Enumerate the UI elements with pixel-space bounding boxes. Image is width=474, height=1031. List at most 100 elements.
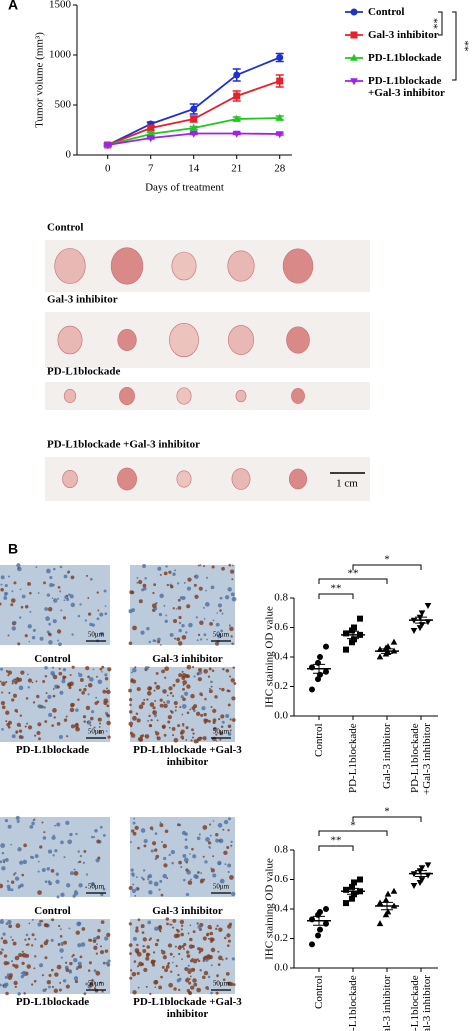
stain (3, 960, 8, 966)
stain (69, 832, 73, 837)
stain (140, 828, 146, 833)
y-axis-label: IHC staining OD value (264, 858, 276, 960)
sem-bar (415, 870, 427, 878)
marker (390, 887, 398, 894)
stain (176, 978, 181, 983)
stain (44, 956, 48, 960)
stain (204, 602, 210, 607)
stain (7, 575, 11, 578)
marker (233, 71, 241, 79)
micrograph (130, 565, 235, 645)
significance-bracket (318, 845, 354, 851)
stain (218, 839, 221, 842)
stain (99, 950, 105, 955)
stain (232, 983, 236, 987)
stain (31, 933, 35, 937)
stain (154, 681, 157, 685)
stain (33, 967, 36, 970)
stain (6, 722, 11, 727)
stain (142, 944, 145, 948)
stain (152, 591, 155, 595)
legend-label: PD-L1blockade +Gal-3 inhibitor (368, 75, 445, 99)
stain (187, 932, 190, 935)
stain (190, 739, 193, 742)
stain (40, 944, 44, 948)
stain (27, 673, 29, 676)
stain (172, 926, 175, 929)
stain (148, 938, 151, 941)
stain (133, 960, 137, 963)
stain (150, 959, 156, 964)
stain (134, 948, 140, 953)
stain (24, 634, 28, 638)
tumor (282, 248, 314, 284)
stain (82, 861, 86, 864)
photo-label: Control (47, 222, 83, 234)
stain (223, 819, 229, 825)
stain (96, 839, 101, 844)
stain (95, 675, 98, 678)
stain (193, 675, 196, 678)
stain (94, 829, 98, 833)
stain (50, 869, 55, 873)
stain (167, 962, 170, 966)
stain (180, 928, 183, 931)
stain (198, 947, 204, 953)
stain (99, 981, 102, 984)
stain (58, 735, 63, 739)
x-tick-label: 0 (105, 163, 111, 175)
stain (16, 563, 21, 568)
marker (276, 77, 284, 85)
stain (74, 979, 79, 984)
stain (222, 828, 225, 831)
stain (96, 935, 101, 940)
stain (7, 887, 11, 892)
stain (71, 955, 74, 958)
stain (146, 691, 152, 696)
stain (176, 637, 181, 642)
stain (85, 873, 89, 876)
stain (217, 823, 223, 828)
scale-label: 50μm (213, 728, 230, 736)
stain (95, 696, 98, 699)
marker (349, 883, 355, 890)
stain (208, 845, 211, 849)
stain (22, 859, 28, 865)
micrograph-label: PD-L1blockade +Gal-3 inhibitor (133, 996, 242, 1020)
stain (160, 893, 164, 897)
stain (149, 702, 155, 707)
stain (136, 718, 141, 723)
stain (81, 691, 85, 695)
stain (224, 863, 227, 866)
stain (216, 924, 219, 928)
stain (79, 955, 83, 959)
marker (232, 130, 241, 138)
stain (210, 706, 213, 709)
significance-label: ** (348, 568, 359, 580)
stain (2, 939, 8, 945)
tumor (57, 325, 83, 355)
stain (86, 720, 92, 725)
stain (164, 676, 167, 679)
stain (46, 867, 50, 871)
stain (229, 569, 235, 574)
stain (219, 738, 222, 741)
stain (172, 734, 175, 737)
stain (11, 734, 16, 739)
stain (216, 974, 219, 978)
stain (131, 872, 135, 876)
stain (56, 685, 60, 689)
stain (13, 873, 16, 876)
marker (416, 614, 424, 621)
significance-bracket (438, 11, 443, 36)
stain (106, 962, 111, 967)
y-tick-label: 0.8 (274, 844, 288, 856)
stain (177, 582, 180, 585)
stain (222, 667, 225, 671)
stain (131, 829, 135, 833)
stain (24, 605, 29, 609)
stain (69, 674, 72, 677)
stain (34, 955, 37, 958)
stain (156, 736, 161, 741)
